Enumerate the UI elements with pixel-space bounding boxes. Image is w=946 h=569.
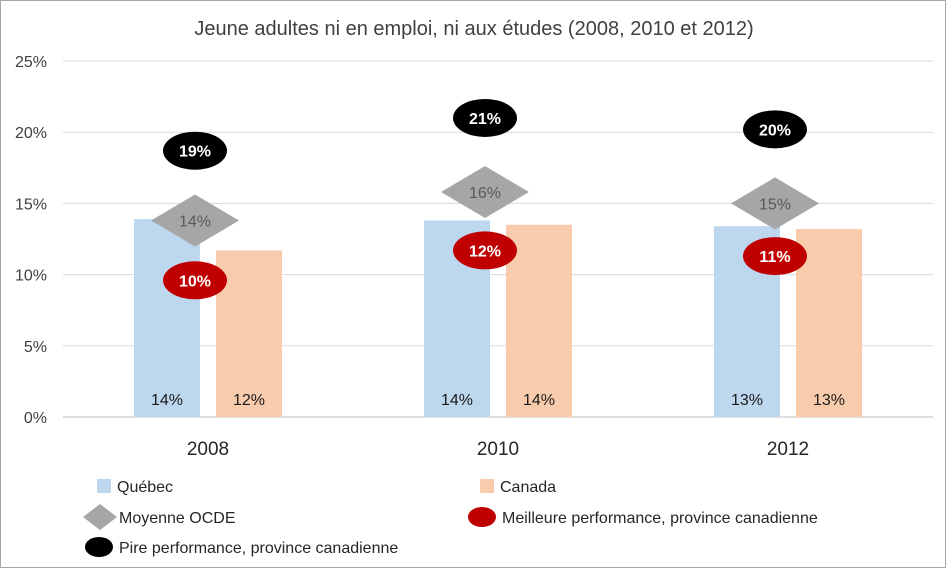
legend-swatch xyxy=(97,479,111,493)
legend-label: Pire performance, province canadienne xyxy=(119,540,398,557)
bar-value-label: 13% xyxy=(731,392,763,409)
legend: Québec Canada Moyenne OCDE Meilleure perfor… xyxy=(83,479,818,557)
performance-marker xyxy=(743,110,807,149)
y-tick-label: 20% xyxy=(15,125,47,142)
legend-swatch xyxy=(85,537,113,557)
ocde-marker xyxy=(151,194,239,247)
legend-label: Canada xyxy=(500,479,556,496)
legend-swatch xyxy=(83,504,117,530)
marker-value-label: 11% xyxy=(759,249,790,266)
performance-marker xyxy=(453,231,517,270)
performance-marker xyxy=(743,237,807,276)
bar xyxy=(134,219,200,417)
y-tick-label: 0% xyxy=(24,410,47,427)
y-tick-label: 15% xyxy=(15,196,47,213)
performance-marker xyxy=(453,98,517,137)
bar xyxy=(506,224,572,417)
x-category-label: 2008 xyxy=(187,439,229,460)
bar xyxy=(796,229,862,417)
x-category-label: 2012 xyxy=(767,439,809,460)
chart-title: Jeune adultes ni en emploi, ni aux étude… xyxy=(194,18,753,40)
legend-label: Meilleure performance, province canadien… xyxy=(502,510,818,527)
bar-value-label: 14% xyxy=(151,392,183,409)
bar-value-label: 13% xyxy=(813,392,845,409)
bar-value-label: 14% xyxy=(441,392,473,409)
y-tick-label: 5% xyxy=(24,339,47,356)
marker-value-label: 15% xyxy=(759,196,791,213)
y-tick-label: 25% xyxy=(15,54,47,71)
performance-marker xyxy=(163,261,227,300)
marker-value-label: 20% xyxy=(759,122,791,139)
ocde-marker xyxy=(441,166,529,219)
bar-value-label: 14% xyxy=(523,392,555,409)
legend-label: Québec xyxy=(117,479,173,496)
x-axis: 2008 2010 2012 xyxy=(187,439,809,460)
bar xyxy=(216,250,282,417)
marker-value-label: 19% xyxy=(179,144,211,161)
legend-swatch xyxy=(480,479,494,493)
marker-value-label: 14% xyxy=(179,213,211,230)
marker-value-label: 12% xyxy=(469,243,501,260)
marker-value-label: 16% xyxy=(469,185,501,202)
marker-value-label: 21% xyxy=(469,111,501,128)
bar-value-label: 12% xyxy=(233,392,265,409)
y-tick-label: 10% xyxy=(15,268,47,285)
markers: 14% 10% 19% 16% 12% 21% 15% 11% 20% xyxy=(151,98,819,300)
y-axis: 0% 5% 10% 15% 20% 25% xyxy=(15,54,47,427)
performance-marker xyxy=(163,131,227,170)
ocde-marker xyxy=(731,177,819,230)
marker-value-label: 10% xyxy=(179,273,211,290)
legend-swatch xyxy=(468,507,496,527)
x-category-label: 2010 xyxy=(477,439,519,460)
legend-label: Moyenne OCDE xyxy=(119,510,236,527)
